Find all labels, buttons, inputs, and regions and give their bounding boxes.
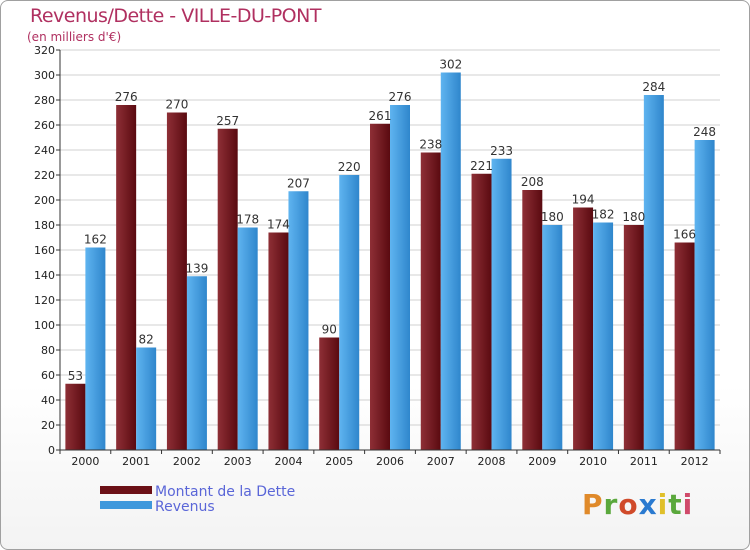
bar-dette-2012 bbox=[674, 242, 695, 450]
bar-revenus-2010 bbox=[593, 222, 614, 450]
y-tick-label: 280 bbox=[34, 94, 55, 107]
data-label-revenus-2011: 284 bbox=[642, 80, 665, 94]
y-tick-label: 120 bbox=[34, 294, 55, 307]
chart-subtitle: (en milliers d'€) bbox=[27, 30, 122, 44]
y-tick-label: 300 bbox=[34, 69, 55, 82]
logo-letter: i bbox=[657, 488, 669, 521]
y-tick-label: 160 bbox=[34, 244, 55, 257]
legend-label-dette: Montant de la Dette bbox=[155, 484, 296, 500]
data-label-revenus-2000: 162 bbox=[84, 233, 107, 247]
logo-letter: r bbox=[603, 488, 619, 521]
logo-letter: x bbox=[638, 488, 658, 521]
data-label-revenus-2007: 302 bbox=[439, 58, 462, 72]
data-label-dette-2004: 174 bbox=[267, 218, 290, 232]
bar-revenus-2009 bbox=[542, 225, 563, 450]
y-tick-label: 100 bbox=[34, 319, 55, 332]
bar-dette-2002 bbox=[166, 112, 187, 450]
logo-letter: o bbox=[618, 488, 639, 521]
y-tick-label: 320 bbox=[34, 44, 55, 57]
bar-revenus-2008 bbox=[491, 158, 512, 450]
bar-dette-2009 bbox=[522, 190, 543, 450]
data-label-dette-2011: 180 bbox=[622, 210, 645, 224]
bar-revenus-2002 bbox=[186, 276, 207, 450]
bar-revenus-2007 bbox=[440, 72, 461, 450]
legend-label-revenus: Revenus bbox=[155, 499, 215, 515]
x-tick-label: 2008 bbox=[478, 455, 506, 468]
y-tick-label: 0 bbox=[48, 444, 55, 457]
x-tick-label: 2002 bbox=[173, 455, 201, 468]
y-tick-label: 140 bbox=[34, 269, 55, 282]
proxiti-logo: Proxiti bbox=[582, 488, 693, 521]
bar-revenus-2003 bbox=[237, 227, 258, 450]
x-tick-label: 2004 bbox=[274, 455, 302, 468]
bar-dette-2006 bbox=[370, 123, 390, 450]
bar-dette-2007 bbox=[420, 152, 441, 450]
y-tick-label: 200 bbox=[34, 194, 55, 207]
x-tick-label: 2001 bbox=[122, 455, 150, 468]
y-tick-label: 80 bbox=[41, 344, 55, 357]
bar-dette-2010 bbox=[573, 207, 594, 450]
x-tick-label: 2011 bbox=[630, 455, 658, 468]
bar-dette-2003 bbox=[217, 128, 238, 450]
x-tick-label: 2005 bbox=[325, 455, 353, 468]
data-label-dette-2008: 221 bbox=[470, 159, 493, 173]
logo-letter: t bbox=[668, 488, 683, 521]
data-label-dette-2003: 257 bbox=[216, 114, 239, 128]
data-label-dette-2006: 261 bbox=[369, 109, 392, 123]
x-tick-label: 2006 bbox=[376, 455, 404, 468]
y-tick-label: 60 bbox=[41, 369, 55, 382]
y-tick-label: 20 bbox=[41, 419, 55, 432]
data-label-dette-2010: 194 bbox=[572, 193, 595, 207]
data-label-revenus-2010: 182 bbox=[592, 208, 615, 222]
data-label-dette-2009: 208 bbox=[521, 175, 544, 189]
bar-revenus-2006 bbox=[390, 105, 410, 450]
x-tick-label: 2009 bbox=[528, 455, 556, 468]
data-label-revenus-2005: 220 bbox=[338, 160, 361, 174]
data-label-revenus-2012: 248 bbox=[693, 125, 716, 139]
bar-revenus-2011 bbox=[643, 95, 664, 450]
bar-dette-2004 bbox=[268, 232, 289, 450]
y-tick-label: 180 bbox=[34, 219, 55, 232]
data-label-dette-2012: 166 bbox=[673, 228, 696, 242]
bar-revenus-2001 bbox=[136, 347, 157, 450]
data-label-revenus-2001: 82 bbox=[139, 333, 154, 347]
bar-dette-2008 bbox=[471, 173, 492, 450]
y-tick-label: 220 bbox=[34, 169, 55, 182]
bar-dette-2001 bbox=[116, 105, 137, 450]
data-label-revenus-2002: 139 bbox=[185, 261, 208, 275]
chart-title: Revenus/Dette - VILLE-DU-PONT bbox=[30, 5, 321, 27]
data-label-revenus-2008: 233 bbox=[490, 144, 513, 158]
x-tick-label: 2007 bbox=[427, 455, 455, 468]
bar-revenus-2012 bbox=[694, 140, 715, 450]
y-tick-label: 240 bbox=[34, 144, 55, 157]
y-tick-label: 260 bbox=[34, 119, 55, 132]
y-tick-label: 40 bbox=[41, 394, 55, 407]
bar-chart: 53 162 276 82 270 139 257 178 174 207 90 220 261 276 2… bbox=[34, 44, 721, 468]
x-tick-label: 2000 bbox=[71, 455, 99, 468]
data-label-dette-2001: 276 bbox=[115, 90, 138, 104]
logo-letter: P bbox=[582, 488, 604, 521]
data-label-dette-2007: 238 bbox=[419, 138, 442, 152]
x-tick-label: 2010 bbox=[579, 455, 607, 468]
bar-revenus-2004 bbox=[288, 191, 309, 450]
x-tick-label: 2003 bbox=[224, 455, 252, 468]
data-label-revenus-2006: 276 bbox=[389, 90, 412, 104]
bar-dette-2005 bbox=[319, 337, 340, 450]
data-label-dette-2002: 270 bbox=[165, 98, 188, 112]
bar-dette-2000 bbox=[65, 383, 86, 450]
data-label-revenus-2004: 207 bbox=[287, 176, 310, 190]
legend-swatch-revenus bbox=[100, 501, 152, 509]
data-label-dette-2005: 90 bbox=[322, 323, 337, 337]
data-label-dette-2000: 53 bbox=[68, 369, 83, 383]
data-label-revenus-2003: 178 bbox=[236, 213, 259, 227]
bar-revenus-2000 bbox=[85, 247, 106, 450]
x-tick-label: 2012 bbox=[681, 455, 709, 468]
bar-revenus-2005 bbox=[339, 175, 360, 450]
data-label-revenus-2009: 180 bbox=[541, 210, 564, 224]
bar-dette-2011 bbox=[623, 225, 644, 450]
logo-letter: i bbox=[682, 488, 694, 521]
legend-swatch-dette bbox=[100, 486, 152, 494]
